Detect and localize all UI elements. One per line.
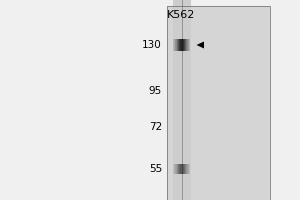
Text: 55: 55 — [149, 164, 162, 174]
Bar — [178, 39, 179, 51]
Bar — [183, 39, 184, 51]
Text: 95: 95 — [149, 86, 162, 96]
Bar — [180, 39, 181, 51]
Bar — [167, 6, 270, 200]
Bar — [188, 39, 189, 51]
Bar — [173, 39, 174, 51]
Bar — [186, 39, 187, 51]
Bar — [167, 6, 270, 200]
Bar — [188, 164, 189, 174]
Bar — [173, 164, 174, 174]
Bar — [179, 39, 180, 51]
Bar — [176, 164, 177, 174]
Bar — [186, 164, 187, 174]
Bar — [177, 39, 178, 51]
Bar — [176, 39, 177, 51]
Polygon shape — [196, 42, 204, 48]
Bar — [178, 164, 179, 174]
Text: 72: 72 — [149, 122, 162, 132]
Bar — [182, 39, 183, 51]
Bar — [183, 164, 184, 174]
Text: K562: K562 — [167, 10, 196, 20]
Bar — [185, 39, 186, 51]
Bar — [184, 164, 185, 174]
Bar — [174, 39, 175, 51]
Bar — [172, 0, 190, 200]
Bar — [177, 164, 178, 174]
Bar — [181, 39, 182, 51]
Bar — [189, 164, 190, 174]
Bar — [185, 164, 186, 174]
Bar — [179, 164, 180, 174]
Bar — [180, 164, 181, 174]
Text: 130: 130 — [142, 40, 162, 50]
Bar — [187, 164, 188, 174]
Bar — [187, 39, 188, 51]
Bar — [189, 39, 190, 51]
Bar — [174, 164, 175, 174]
Bar — [184, 39, 185, 51]
Bar — [181, 164, 182, 174]
Bar — [182, 164, 183, 174]
